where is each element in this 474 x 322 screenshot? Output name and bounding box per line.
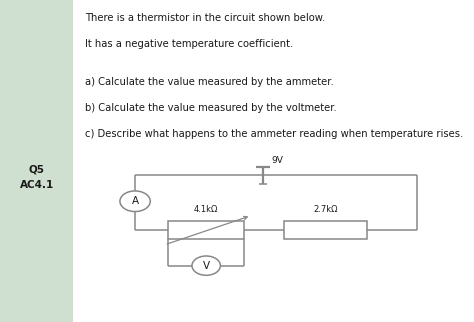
Bar xyxy=(284,222,367,239)
Text: 9V: 9V xyxy=(272,156,283,165)
Text: It has a negative temperature coefficient.: It has a negative temperature coefficien… xyxy=(85,39,293,49)
Text: 2.7kΩ: 2.7kΩ xyxy=(314,205,338,214)
Bar xyxy=(168,222,244,239)
Text: Q5
AC4.1: Q5 AC4.1 xyxy=(19,165,54,190)
Circle shape xyxy=(192,256,220,275)
Text: c) Describe what happens to the ammeter reading when temperature rises.: c) Describe what happens to the ammeter … xyxy=(85,129,464,139)
Text: A: A xyxy=(131,196,139,206)
Circle shape xyxy=(120,191,150,212)
Bar xyxy=(0,0,73,322)
Text: There is a thermistor in the circuit shown below.: There is a thermistor in the circuit sho… xyxy=(85,13,326,23)
Text: 4.1kΩ: 4.1kΩ xyxy=(194,205,219,214)
Text: b) Calculate the value measured by the voltmeter.: b) Calculate the value measured by the v… xyxy=(85,103,337,113)
Text: V: V xyxy=(202,260,210,271)
Text: a) Calculate the value measured by the ammeter.: a) Calculate the value measured by the a… xyxy=(85,77,334,87)
